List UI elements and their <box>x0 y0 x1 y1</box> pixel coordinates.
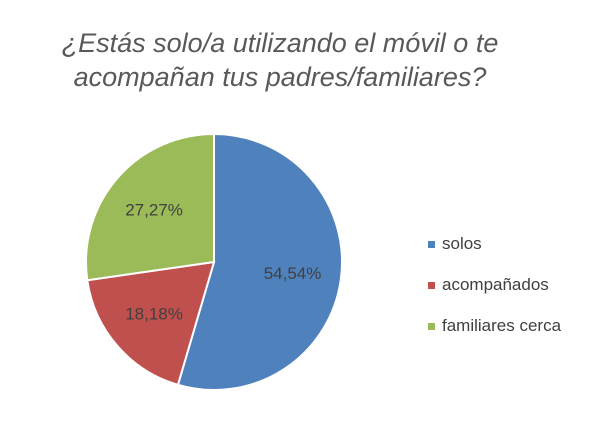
legend-item-solos: solos <box>428 234 561 254</box>
legend-label: acompañados <box>442 275 549 294</box>
chart-title: ¿Estás solo/a utilizando el móvil o te a… <box>10 26 550 94</box>
pie-slice-solos <box>176 132 343 391</box>
legend-label: familiares cerca <box>442 316 562 335</box>
data-label-familiares-cerca: 27,27% <box>125 201 183 220</box>
legend-swatch <box>428 322 435 330</box>
pie-slice-familiares-cerca <box>85 132 215 282</box>
chart-title-line-2: acompañan tus padres/familiares? <box>73 62 487 92</box>
data-label-acompañados: 18,18% <box>125 304 183 323</box>
legend-item-acompañados: acompañados <box>428 275 561 295</box>
chart-legend: solos acompañados familiares cerca <box>428 234 561 357</box>
chart-title-line-1: ¿Estás solo/a utilizando el móvil o te <box>61 28 499 58</box>
legend-item-familiares-cerca: familiares cerca <box>428 316 561 336</box>
data-label-solos: 54,54% <box>264 264 322 283</box>
legend-swatch <box>428 281 435 289</box>
legend-swatch <box>428 240 435 248</box>
pie-slice-acompañados <box>86 260 216 387</box>
legend-label: solos <box>442 234 482 253</box>
